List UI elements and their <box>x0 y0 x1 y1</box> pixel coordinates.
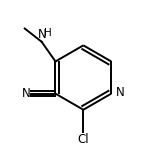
Text: N: N <box>38 28 47 41</box>
Text: N: N <box>116 86 124 99</box>
Text: H: H <box>44 28 52 38</box>
Text: N: N <box>22 87 31 100</box>
Text: Cl: Cl <box>78 133 89 146</box>
